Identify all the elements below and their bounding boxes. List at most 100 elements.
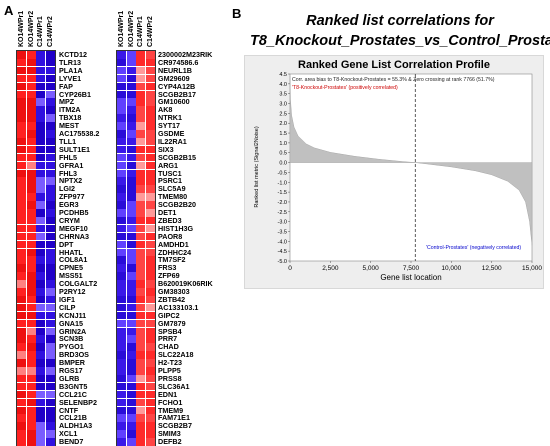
heatmap-cell: [36, 145, 46, 154]
heatmap-cell: [36, 66, 46, 75]
gene-label: EGR3: [59, 200, 79, 210]
heatmap-cell: [136, 367, 146, 375]
heatmap-cell: [36, 303, 46, 312]
heatmap-cell: [136, 90, 146, 98]
heatmap-cell: [17, 240, 27, 249]
heatmap-cell: [117, 224, 127, 233]
panel-b-letter: B: [232, 6, 242, 21]
heatmap-cell: [136, 343, 146, 351]
heatmap-cell: [36, 185, 46, 193]
gene-label: PRSS8: [158, 373, 182, 383]
gene-label: ZBTB42: [158, 294, 186, 304]
heatmap-cell: [136, 256, 146, 264]
heatmap-cell: [117, 58, 127, 67]
gene-label: XCL1: [59, 429, 78, 439]
heatmap-cell: [117, 311, 127, 320]
panel-b-title-line1: Ranked list correlations for: [306, 13, 494, 29]
heatmap-cell: [145, 224, 155, 233]
heatmap-cell: [45, 374, 55, 383]
heatmap-cell: [126, 367, 136, 375]
gene-label: SCGB2B17: [158, 89, 196, 99]
heatmap-cell: [145, 130, 155, 138]
heatmap-cell: [45, 82, 55, 91]
gene-label: GM38303: [158, 287, 190, 296]
y-tick-label: 1.0: [279, 141, 287, 147]
heatmap-cell: [26, 280, 36, 288]
heatmap-cell: [126, 216, 136, 225]
gene-label: MEST: [59, 121, 79, 131]
gene-label: COLGALT2: [59, 279, 98, 289]
heatmap-cell: [126, 343, 136, 351]
gene-label: CR974586.6: [158, 57, 199, 67]
x-axis-label: Gene list location: [380, 273, 441, 282]
heatmap-cell: [117, 248, 127, 256]
heatmap-cell: [45, 367, 55, 375]
heatmap-cell: [117, 319, 127, 328]
y-tick-label: 2.5: [279, 111, 287, 117]
heatmap-cell: [145, 422, 155, 430]
heatmap-cell: [136, 311, 146, 320]
heatmap-cell: [26, 256, 36, 264]
gene-label: AC175538.2: [59, 129, 100, 138]
heatmap-cell: [45, 303, 55, 312]
heatmap-cell: [36, 193, 46, 201]
heatmap-cell: [45, 343, 55, 351]
heatmap-cell: [145, 414, 155, 422]
heatmap-cell: [117, 66, 127, 75]
heatmap-cell: [136, 374, 146, 383]
heatmap-cell: [17, 280, 27, 288]
heatmap-cell: [17, 193, 27, 201]
heatmap-cell: [145, 232, 155, 241]
heatmap-cell: [117, 272, 127, 280]
heatmap-cell: [145, 66, 155, 75]
heatmap-cell: [26, 161, 36, 170]
heatmap-cell: [145, 398, 155, 407]
heatmap-cell: [117, 137, 127, 146]
heatmap-cell: [145, 90, 155, 98]
heatmap-cell: [136, 295, 146, 304]
heatmap-cell: [45, 224, 55, 233]
heatmap-cell: [26, 122, 36, 130]
heatmap-cell: [36, 209, 46, 217]
gene-label: SCGB2B20: [158, 200, 196, 210]
heatmap-cell: [26, 240, 36, 249]
heatmap-cell: [126, 122, 136, 130]
heatmap-cell: [26, 295, 36, 304]
heatmap-cell: [145, 82, 155, 91]
heatmap-cell: [17, 288, 27, 296]
heatmap-cell: [145, 406, 155, 414]
plot-title: Ranked Gene List Correlation Profile: [298, 59, 490, 71]
heatmap-cell: [136, 145, 146, 154]
heatmap-cell: [45, 193, 55, 201]
heatmap-cell: [126, 66, 136, 75]
annotation-positive: 'T8-Knockout-Prostates' (positively corr…: [292, 85, 398, 91]
heatmap-cell: [145, 216, 155, 225]
heatmap-cell: [17, 367, 27, 375]
gene-label: GNA15: [59, 318, 83, 328]
heatmap-cell: [26, 114, 36, 122]
heatmap-cell: [45, 106, 55, 114]
gene-label: LYVE1: [59, 73, 82, 83]
x-tick-label: 15,000: [522, 265, 542, 272]
heatmap-cell: [36, 161, 46, 170]
heatmap-cell: [17, 216, 27, 225]
correlation-profile-plot: Ranked Gene List Correlation Profile Cor…: [244, 55, 544, 289]
heatmap-cell: [126, 351, 136, 359]
gene-label: SLC22A18: [158, 350, 194, 360]
heatmap-cell: [145, 145, 155, 154]
heatmap-cell: [45, 232, 55, 241]
heatmap-cell: [26, 248, 36, 256]
heatmap-cell: [117, 122, 127, 130]
heatmap-column-header: KO14WPr2: [127, 10, 135, 47]
heatmap-column-header: C14WPr1: [37, 16, 44, 47]
heatmap-cell: [17, 122, 27, 130]
heatmap-cell: [17, 98, 27, 106]
gene-label: CCL21C: [59, 389, 87, 399]
heatmap-cell: [17, 90, 27, 98]
heatmap-cell: [136, 106, 146, 114]
heatmap-cell: [17, 66, 27, 75]
heatmap-cell: [17, 414, 27, 422]
heatmap-cell: [45, 185, 55, 193]
heatmap-cell: [117, 130, 127, 138]
heatmap-cell: [145, 74, 155, 83]
